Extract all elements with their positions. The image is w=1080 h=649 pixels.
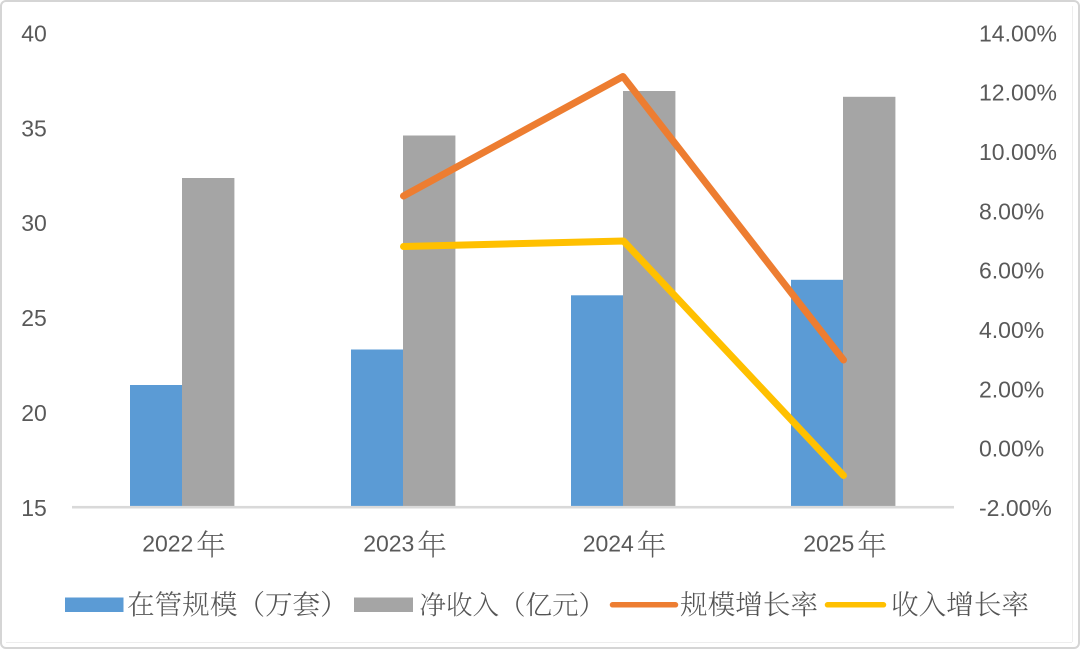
svg-text:12.00%: 12.00% [979, 80, 1057, 106]
svg-text:10.00%: 10.00% [979, 139, 1057, 165]
svg-text:2022: 2022 [142, 531, 193, 557]
svg-text:15: 15 [21, 495, 47, 521]
svg-text:40: 40 [21, 20, 47, 46]
svg-text:8.00%: 8.00% [979, 198, 1044, 224]
svg-text:4.00%: 4.00% [979, 317, 1044, 343]
svg-text:14.00%: 14.00% [979, 20, 1057, 46]
svg-text:6.00%: 6.00% [979, 258, 1044, 284]
svg-text:2.00%: 2.00% [979, 376, 1044, 402]
svg-text:35: 35 [21, 115, 47, 141]
svg-text:2024: 2024 [583, 531, 634, 557]
svg-text:0.00%: 0.00% [979, 436, 1044, 462]
svg-text:2025: 2025 [803, 531, 854, 557]
svg-text:25: 25 [21, 305, 47, 331]
svg-text:20: 20 [21, 400, 47, 426]
svg-text:30: 30 [21, 210, 47, 236]
svg-text:-2.00%: -2.00% [979, 495, 1052, 521]
svg-text:2023: 2023 [363, 531, 414, 557]
